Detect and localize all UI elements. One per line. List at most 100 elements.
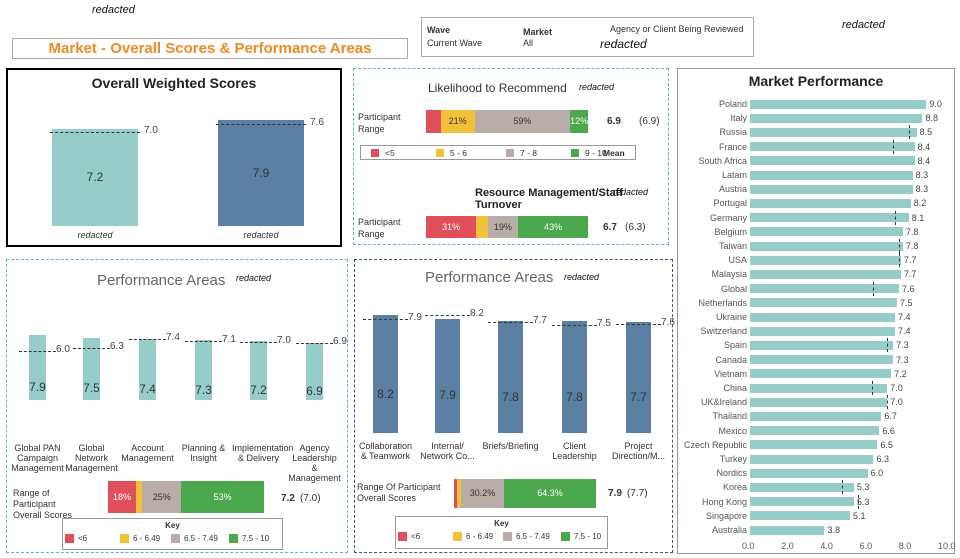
market-mean-line [898,253,900,268]
market-value: 7.0 [890,397,903,408]
market-bar [750,383,888,393]
pa-left-prev: (7.0) [300,493,321,504]
key-label: <6 [411,532,421,541]
range-segment: 18% [108,481,137,513]
overall-bar: 7.2 [52,129,138,226]
market-value: 8.3 [915,170,929,180]
key-mean-label: Mean [603,148,625,158]
market-row: Australia 3.8 [678,523,956,537]
market-row: Switzerland 7.4 [678,324,956,338]
market-value: 7.7 [903,269,917,280]
key-swatch [371,149,379,157]
category-label: Account Management [121,443,174,463]
market-name: Thailand [712,411,747,422]
market-value: 8.2 [913,198,927,209]
range-segment: 25% [142,481,182,513]
market-performance-panel: Market Performance Poland 9.0 Italy 8.8 Russ… [677,68,956,554]
wave-label: Wave [427,25,451,35]
pa-left-range-label: Range of Participant Overall Scores [13,488,73,520]
mean-value: 7.7 [533,315,547,327]
mean-value: 7.9 [408,312,422,324]
mean-line [73,348,110,350]
category-label: Implementation & Delivery [232,443,294,463]
performance-bar: 7.7 [626,322,651,433]
market-row: Netherlands 7.5 [678,296,956,310]
key-swatch [561,532,570,541]
market-bar [750,355,894,365]
key-swatch [398,532,407,541]
category-label: Briefs/Briefing [482,441,539,451]
market-bar [750,99,927,109]
range-segment: 43% [518,216,588,238]
key-label: <5 [385,148,395,158]
mean-value: 6.0 [56,343,70,355]
range-segment: 19% [487,216,519,238]
market-name: USA [728,255,747,266]
market-row: Malaysia 7.7 [678,267,956,281]
agency-select[interactable]: redacted [600,37,647,51]
ltr-row-label: Participant Range [358,112,401,134]
market-value: 8.1 [911,212,925,223]
market-value: 7.7 [903,255,917,266]
market-value: 6.0 [870,468,884,479]
market-row: Nordics 6.0 [678,466,956,480]
mean-line [296,343,333,345]
market-name: Belgium [714,226,747,237]
market-row: USA 7.7 [678,253,956,268]
mean-line [552,325,597,326]
ltr-range-bar: 21% 59% 12% [426,110,588,133]
performance-areas-right-panel: Performance Areas redacted 8.2 7.9 Collabo… [354,259,675,553]
mean-line [363,319,408,321]
market-name: Austria [718,184,747,195]
range-segment: 30.2% [461,479,504,508]
market-value: 3.8 [827,525,840,535]
mean-value: 7.4 [166,331,180,343]
range-segment: 31% [426,216,477,238]
redacted-label: redacted [92,4,135,16]
pa-left-key: Key <6 6 - 6.49 6.5 - 7.49 7.5 - 10 [62,518,283,550]
mean-value: 8.2 [470,307,484,319]
market-value: 7.4 [898,326,911,337]
market-bar [750,269,901,279]
rm-row-label: Participant Range [358,217,401,239]
market-value: 8.4 [917,141,931,152]
market-bar [750,156,915,166]
market-name: Latam [721,170,747,180]
key-label: 6 - 6.49 [466,532,494,541]
category-label: Client Leadership [552,441,597,461]
pa-right-range-label: Range Of Participant Overall Scores [357,482,441,503]
market-value: 6.7 [884,411,897,422]
market-bar [750,113,923,123]
wave-select[interactable]: Current Wave [427,38,483,48]
market-bar [750,241,903,251]
market-bar [750,525,825,535]
overall-title: Overall Weighted Scores [91,75,257,91]
key-label: 7.5 - 10 [574,532,602,541]
ltr-score: 6.9 [607,116,621,127]
market-name: Czech Republic [683,439,747,450]
market-row: Czech Republic 6.5 [678,438,956,452]
market-name: Turkey [719,454,747,464]
key-swatch [506,149,514,157]
market-value: 6.3 [876,454,889,464]
key-label: 6.5 - 7.49 [184,534,218,543]
market-bar [750,440,878,450]
market-name: Russia [719,127,747,138]
market-mean-line [842,480,844,495]
market-name: Hong Kong [701,496,747,507]
axis-tick: 0.0 [742,541,755,551]
market-name: Korea [722,482,747,493]
market-bar [750,369,892,379]
pa-right-prev: (7.7) [627,488,648,499]
axis-tick: 8.0 [898,541,912,551]
market-select[interactable]: All [523,38,534,48]
mean-line [216,123,306,125]
axis-tick: 2.0 [781,541,794,551]
market-name: Spain [723,340,747,351]
ltr-title: Likelihood to Recommend [428,81,567,95]
market-name: Malaysia [711,269,747,280]
category-label: Internal/ Network Co... [420,441,475,461]
range-segment [136,481,143,513]
market-row: Hong Kong 5.3 [678,494,956,509]
overall-bar: 7.9 [218,119,304,226]
